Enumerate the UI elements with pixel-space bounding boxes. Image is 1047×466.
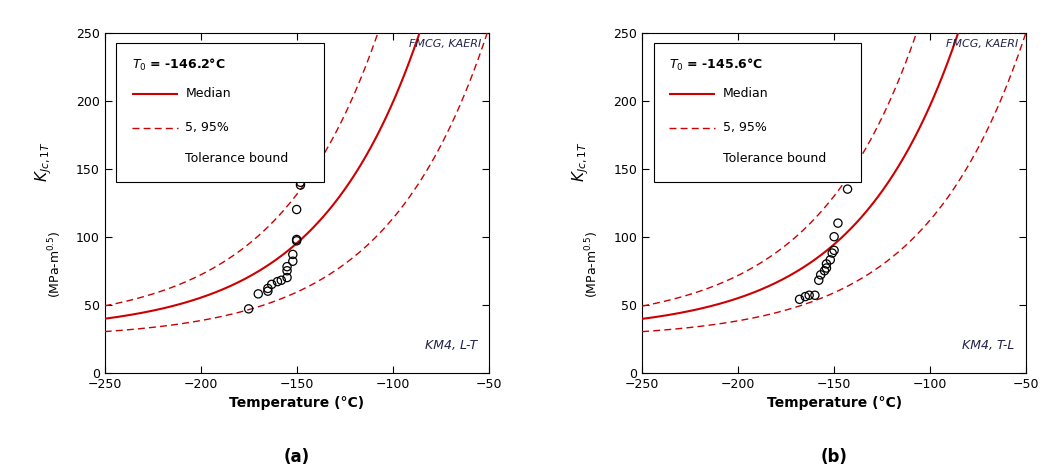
- Point: [822, 256, 839, 264]
- Point: [279, 267, 295, 274]
- Point: [269, 278, 286, 285]
- Point: [801, 292, 818, 299]
- Point: [288, 206, 305, 213]
- Text: $T_0$ = -145.6°C: $T_0$ = -145.6°C: [669, 56, 763, 73]
- Point: [797, 293, 814, 300]
- Point: [826, 233, 843, 240]
- Text: (b): (b): [821, 448, 848, 466]
- Text: 5, 95%: 5, 95%: [722, 121, 766, 134]
- Point: [264, 281, 281, 288]
- Point: [840, 185, 856, 193]
- Text: (MPa-m$^{0.5}$): (MPa-m$^{0.5}$): [583, 230, 601, 298]
- Point: [279, 274, 295, 281]
- FancyBboxPatch shape: [653, 43, 861, 182]
- Point: [279, 263, 295, 270]
- Point: [285, 251, 302, 258]
- Text: Median: Median: [185, 87, 231, 100]
- Point: [824, 249, 841, 257]
- Point: [810, 276, 827, 284]
- Point: [285, 258, 302, 265]
- Point: [302, 151, 318, 159]
- Text: $T_0$ = -146.2°C: $T_0$ = -146.2°C: [132, 56, 225, 73]
- Point: [806, 292, 823, 299]
- Text: (MPa-m$^{0.5}$): (MPa-m$^{0.5}$): [46, 230, 64, 298]
- Point: [241, 305, 258, 313]
- Point: [829, 219, 846, 227]
- Point: [818, 264, 834, 272]
- Point: [292, 178, 309, 186]
- Point: [250, 290, 267, 298]
- Point: [260, 288, 276, 295]
- Point: [849, 90, 866, 97]
- Text: $K_{Jc,1T}$: $K_{Jc,1T}$: [32, 142, 53, 182]
- Text: $K_{Jc,1T}$: $K_{Jc,1T}$: [571, 142, 592, 182]
- Text: (a): (a): [284, 448, 310, 466]
- Point: [288, 236, 305, 243]
- Point: [812, 271, 829, 279]
- X-axis label: Temperature (°C): Temperature (°C): [766, 396, 901, 410]
- Text: KM4, T-L: KM4, T-L: [962, 339, 1015, 352]
- Point: [292, 181, 309, 189]
- Text: 5, 95%: 5, 95%: [185, 121, 229, 134]
- Point: [288, 237, 305, 245]
- Point: [817, 267, 833, 274]
- FancyBboxPatch shape: [116, 43, 324, 182]
- Point: [845, 135, 862, 143]
- Point: [273, 276, 290, 284]
- Text: FMCG, KAERI: FMCG, KAERI: [408, 40, 481, 49]
- Point: [792, 295, 808, 303]
- Text: Tolerance bound: Tolerance bound: [722, 152, 826, 165]
- Point: [818, 260, 834, 267]
- Point: [826, 247, 843, 254]
- X-axis label: Temperature (°C): Temperature (°C): [229, 396, 364, 410]
- Text: Tolerance bound: Tolerance bound: [185, 152, 289, 165]
- Point: [308, 97, 325, 104]
- Text: FMCG, KAERI: FMCG, KAERI: [946, 40, 1019, 49]
- Text: Median: Median: [722, 87, 768, 100]
- Text: KM4, L-T: KM4, L-T: [425, 339, 477, 352]
- Point: [260, 285, 276, 292]
